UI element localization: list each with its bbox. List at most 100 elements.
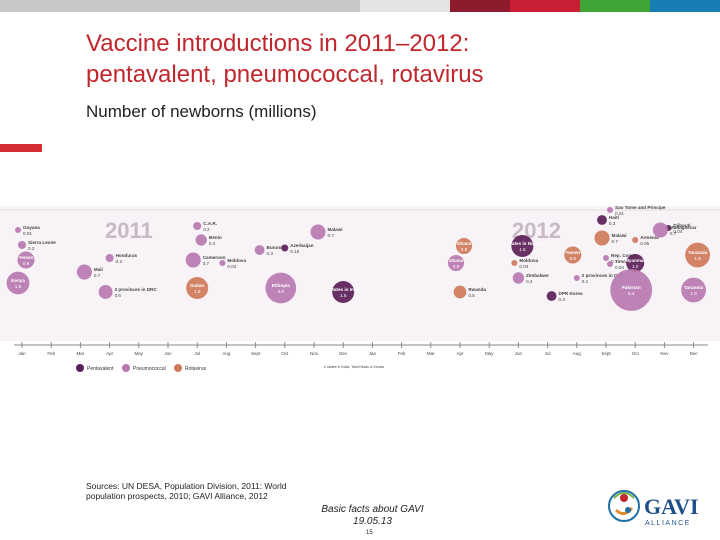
bubble-value: 1.5	[194, 289, 201, 294]
top-bar-segment	[0, 0, 360, 12]
bubble-value: 0.1	[611, 259, 618, 264]
legend-label: Pneumococcal	[133, 366, 166, 372]
bubble-value: 0.5	[468, 293, 475, 298]
top-bar-segment	[580, 0, 650, 12]
bubble	[685, 242, 711, 268]
gavi-logo: GAVI ALLIANCE	[608, 490, 699, 527]
axis-tick-label: Nov	[310, 351, 319, 356]
bubble	[652, 222, 668, 238]
bubble	[17, 240, 27, 250]
bubble	[265, 272, 297, 304]
bubble-label: Cameroon	[203, 255, 226, 260]
title-line-1: Vaccine introductions in 2011–2012:	[86, 30, 470, 57]
bubble-label: 2 provinces in DRC	[115, 287, 158, 292]
axis-tick-label: Feb	[47, 351, 55, 356]
footer: Basic facts about GAVI 19.05.13	[300, 504, 445, 528]
axis-tick-label: Apr	[456, 351, 464, 356]
bubble-label: Kenya	[11, 278, 25, 283]
bubble	[310, 224, 326, 240]
bubble-label: Tanzania	[684, 285, 704, 290]
bubble-label: Sao Tome and Principe	[615, 205, 666, 210]
axis-tick-label: Jan	[18, 351, 26, 356]
bubble	[607, 261, 613, 267]
bubble	[681, 277, 707, 303]
axis-tick-label: May	[135, 351, 144, 356]
bubble-value: 0.7	[328, 233, 335, 238]
chart-note: 2 states in India; Tamil Nadu & Kerala	[324, 365, 384, 369]
bubble	[447, 254, 465, 272]
axis-tick-label: Jan	[369, 351, 377, 356]
axis-tick-label: Dec	[339, 351, 348, 356]
legend-swatch	[122, 364, 130, 372]
bubble-value: 0.7	[612, 239, 619, 244]
axis-tick-label: Nov	[660, 351, 669, 356]
bubble-value: 1.9	[690, 291, 697, 296]
bubble-value: 0.05	[640, 241, 649, 246]
logo-subtext: ALLIANCE	[645, 520, 691, 527]
axis-tick-label: Mar	[427, 351, 435, 356]
axis-tick-label: Aug	[222, 351, 231, 356]
legend-label: Pentavalent	[87, 366, 114, 372]
chart-background	[0, 206, 720, 341]
bubble	[632, 237, 639, 243]
footer-line-2: 19.05.13	[353, 516, 392, 527]
bubble	[455, 237, 473, 255]
bubble-label: Sierra Leone	[28, 240, 56, 245]
axis-tick-label: Oct	[632, 351, 640, 356]
bubble	[17, 251, 35, 269]
page-number: 15	[366, 530, 373, 536]
bubble-label: Sudan	[190, 283, 204, 288]
bubble-value: 0.2	[28, 246, 35, 251]
bubble-value: 0.7	[203, 261, 210, 266]
axis-tick-label: Jun	[164, 351, 172, 356]
bubble	[594, 230, 610, 246]
axis-tick-label: Dec	[690, 351, 699, 356]
bubble-label: Myanmar	[625, 258, 645, 263]
bubble-label: Yemen	[565, 250, 580, 255]
bubble-label: Pakistan	[622, 285, 641, 290]
logo-text: GAVI	[644, 494, 699, 519]
bubble-label: Malawi	[328, 227, 343, 232]
title-line-2: pentavalent, pneumococcal, rotavirus	[86, 61, 484, 88]
bubble-value: 5.4	[628, 291, 635, 296]
bubble	[281, 244, 289, 252]
bubble-value: 1.5	[340, 293, 347, 298]
globe-mother-child-icon	[608, 490, 640, 522]
bubble-label: Yemen	[19, 255, 34, 260]
bubble-value: 0.1	[582, 279, 589, 284]
bubble-label: Madagascar	[670, 225, 697, 230]
chart-legend: Pentavalent Pneumococcal Rotavirus	[76, 364, 207, 372]
bubble-label: Moldova	[519, 258, 538, 263]
bubble-label: Ghana	[449, 258, 464, 263]
bubble-value: 1.0	[632, 264, 639, 269]
bubble-value: 0.3	[609, 221, 616, 226]
bubble-value: 0.9	[23, 261, 30, 266]
bubble-label: DPR Korea	[559, 291, 583, 296]
bubble	[512, 272, 525, 284]
legend-swatch	[174, 364, 182, 372]
bubble-value: 0.2	[203, 227, 210, 232]
bubble	[6, 271, 30, 295]
bubble-value: 0.8	[453, 264, 460, 269]
sources-note: Sources: UN DESA, Population Division, 2…	[86, 481, 287, 501]
legend-swatch	[76, 364, 84, 372]
top-bar-segment	[650, 0, 720, 12]
legend-label: Rotavirus	[185, 366, 207, 372]
bubble	[603, 255, 609, 261]
bubble	[105, 253, 114, 263]
bubble	[219, 260, 226, 266]
footer-line-1: Basic facts about GAVI	[321, 504, 424, 515]
bubble-value: 1.6	[15, 284, 22, 289]
bubble	[597, 215, 607, 225]
page-subtitle: Number of newborns (millions)	[86, 102, 317, 121]
axis-tick-label: Oct	[281, 351, 289, 356]
axis-tick-label: Apr	[106, 351, 114, 356]
top-bar-segment	[360, 0, 450, 12]
chart-panel	[0, 206, 720, 341]
bubble-value: 0.04	[227, 264, 236, 269]
bubble-label: Burundi	[267, 245, 285, 250]
bubble	[195, 234, 207, 246]
bubble	[626, 254, 645, 272]
bubble-label: Malawi	[612, 233, 627, 238]
